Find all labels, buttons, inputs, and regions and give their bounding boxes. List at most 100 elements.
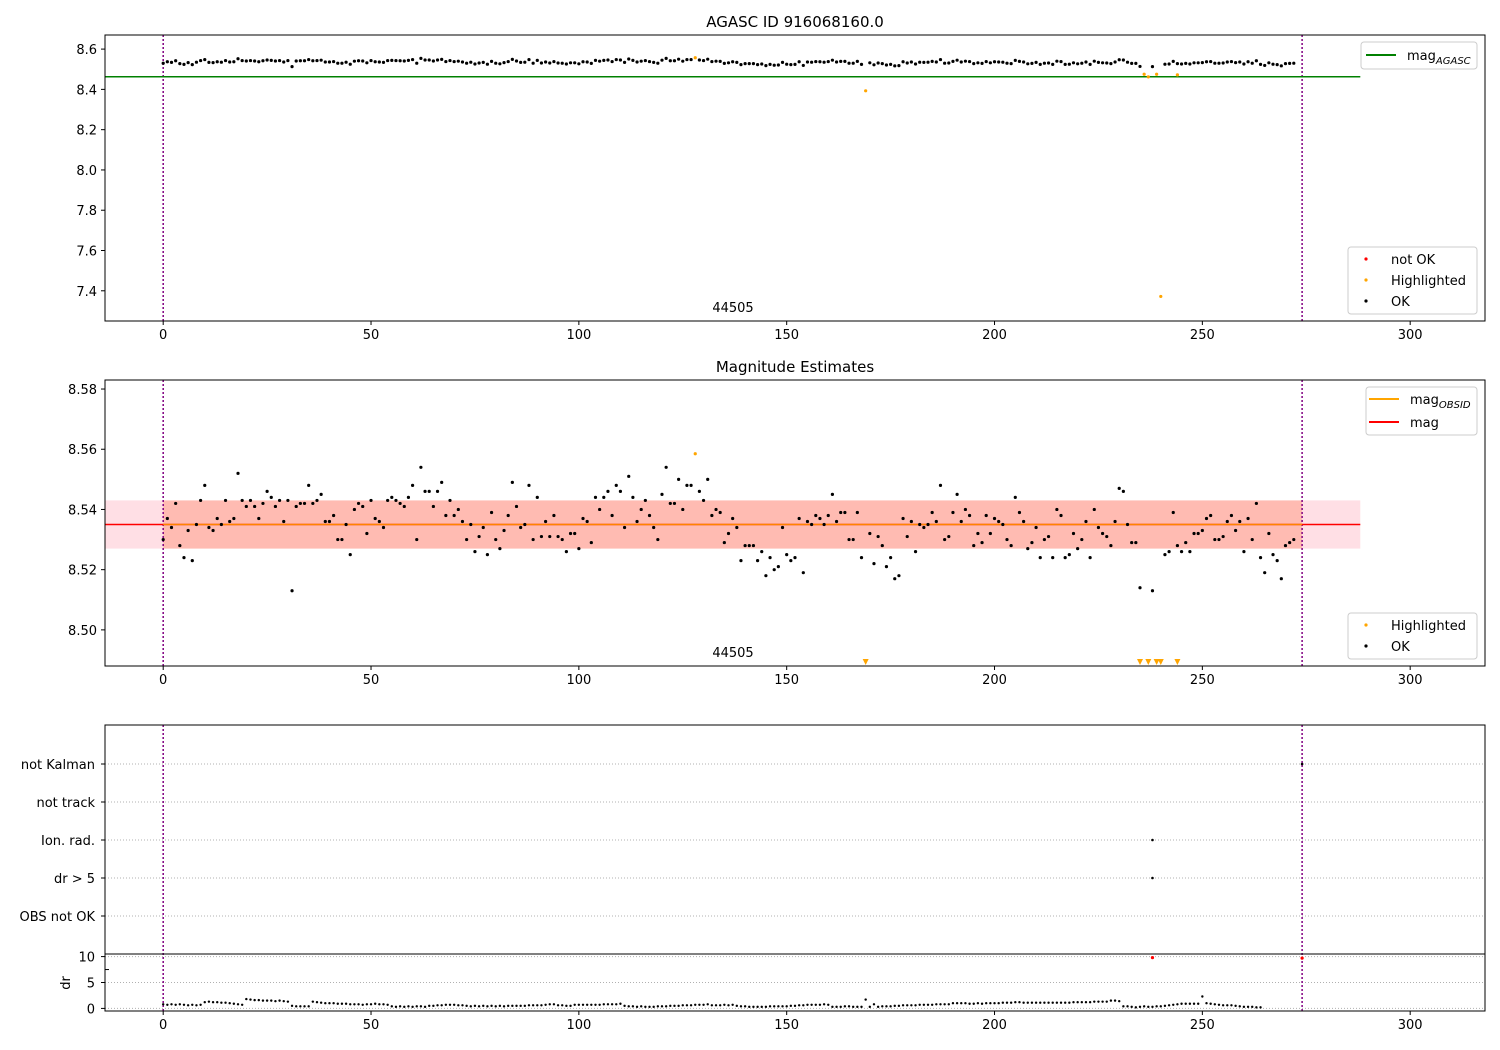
ok-point xyxy=(893,64,897,68)
dr-point xyxy=(619,1002,622,1005)
dr-point xyxy=(1001,1001,1005,1004)
ok-point xyxy=(315,498,319,503)
dr-point xyxy=(332,1002,335,1005)
ok-point xyxy=(269,58,273,62)
ok-point xyxy=(1113,519,1117,524)
ok-point xyxy=(772,568,776,572)
ok-point xyxy=(552,59,556,64)
ok-point xyxy=(810,60,814,64)
ok-point xyxy=(706,477,710,481)
ok-point xyxy=(839,510,843,515)
dr-point xyxy=(490,1004,493,1008)
dr-point xyxy=(997,1002,1000,1005)
x-tick-label: 300 xyxy=(1398,1018,1423,1033)
x-tick-label: 250 xyxy=(1190,328,1215,343)
dr-point xyxy=(373,1002,377,1005)
ok-point xyxy=(257,516,261,521)
dr-point xyxy=(768,1005,772,1008)
ok-point xyxy=(951,59,955,63)
ok-point xyxy=(997,519,1001,524)
ok-point xyxy=(1038,62,1042,67)
ok-point xyxy=(1117,486,1121,490)
ok-point xyxy=(1046,534,1051,539)
ok-point xyxy=(1026,546,1030,551)
dr-point xyxy=(602,1003,605,1006)
dr-point xyxy=(1101,1000,1104,1003)
ok-point xyxy=(431,504,435,509)
ok-point xyxy=(435,489,440,493)
dr-point xyxy=(1047,1001,1050,1004)
dr-point xyxy=(851,1005,855,1009)
ok-point xyxy=(228,60,232,64)
ok-point xyxy=(410,57,415,62)
dr-point xyxy=(1184,1002,1187,1005)
dr-point xyxy=(299,1005,302,1008)
dr-point xyxy=(793,1004,797,1008)
ok-point xyxy=(1063,556,1067,560)
ok-point xyxy=(456,507,460,512)
dr-point xyxy=(573,1003,576,1006)
ok-point xyxy=(805,60,810,64)
ok-point xyxy=(859,62,864,67)
ok-point xyxy=(427,58,431,62)
ok-point xyxy=(706,57,710,61)
x-tick-label: 50 xyxy=(363,673,380,688)
dr-point xyxy=(1093,1000,1096,1003)
ok-point xyxy=(448,58,452,63)
ok-point xyxy=(926,522,930,527)
dr-point xyxy=(860,1005,863,1009)
dr-point xyxy=(1188,1002,1192,1005)
dr-point xyxy=(635,1005,639,1009)
dr-point xyxy=(407,1005,410,1008)
ok-point xyxy=(460,60,465,64)
dr-point xyxy=(1147,1005,1150,1009)
ok-point xyxy=(344,60,348,64)
ok-point xyxy=(419,56,423,60)
ok-point xyxy=(656,61,660,65)
ok-point xyxy=(967,513,972,518)
dr-tick-label: 0 xyxy=(87,1002,95,1017)
ok-point xyxy=(731,60,735,64)
dr-point xyxy=(436,1004,439,1007)
dr-point xyxy=(315,1000,319,1004)
dr-point xyxy=(989,1002,992,1005)
ok-point xyxy=(818,516,822,521)
ok-point xyxy=(967,59,972,64)
ok-point xyxy=(889,62,893,67)
y-tick-label: 7.4 xyxy=(76,285,97,300)
ok-point xyxy=(265,58,269,62)
ok-point xyxy=(868,531,872,536)
dr-point xyxy=(914,1004,917,1007)
dr-point xyxy=(482,1004,485,1008)
ok-point xyxy=(1204,60,1209,64)
ok-point xyxy=(1250,537,1254,542)
plot-frame xyxy=(104,34,1486,322)
ok-point xyxy=(1100,531,1105,536)
ok-point xyxy=(1242,62,1246,66)
ok-point xyxy=(1225,519,1229,524)
ok-point xyxy=(585,60,589,64)
ok-point xyxy=(1055,59,1059,63)
ok-point xyxy=(801,571,805,575)
ok-point xyxy=(1026,62,1030,66)
dr-point xyxy=(1246,1005,1250,1009)
ok-point xyxy=(627,57,631,61)
dr-point xyxy=(706,1003,709,1006)
dr-point xyxy=(1063,1001,1067,1004)
ok-point xyxy=(1071,531,1076,536)
dr-point xyxy=(195,1004,198,1007)
ok-point xyxy=(502,60,506,65)
dr-point xyxy=(565,1004,568,1008)
ok-point xyxy=(897,64,901,68)
dr-point xyxy=(1076,1000,1079,1004)
dr-point xyxy=(390,1005,394,1008)
ok-point xyxy=(664,56,668,60)
panel-title: Magnitude Estimates xyxy=(716,358,874,376)
x-tick-label: 200 xyxy=(982,328,1007,343)
dr-point xyxy=(822,1003,826,1006)
ok-point xyxy=(918,522,922,527)
dr-point xyxy=(1259,1006,1262,1009)
dr-point xyxy=(669,1004,672,1008)
ok-point xyxy=(178,543,182,548)
dr-point xyxy=(282,999,285,1003)
